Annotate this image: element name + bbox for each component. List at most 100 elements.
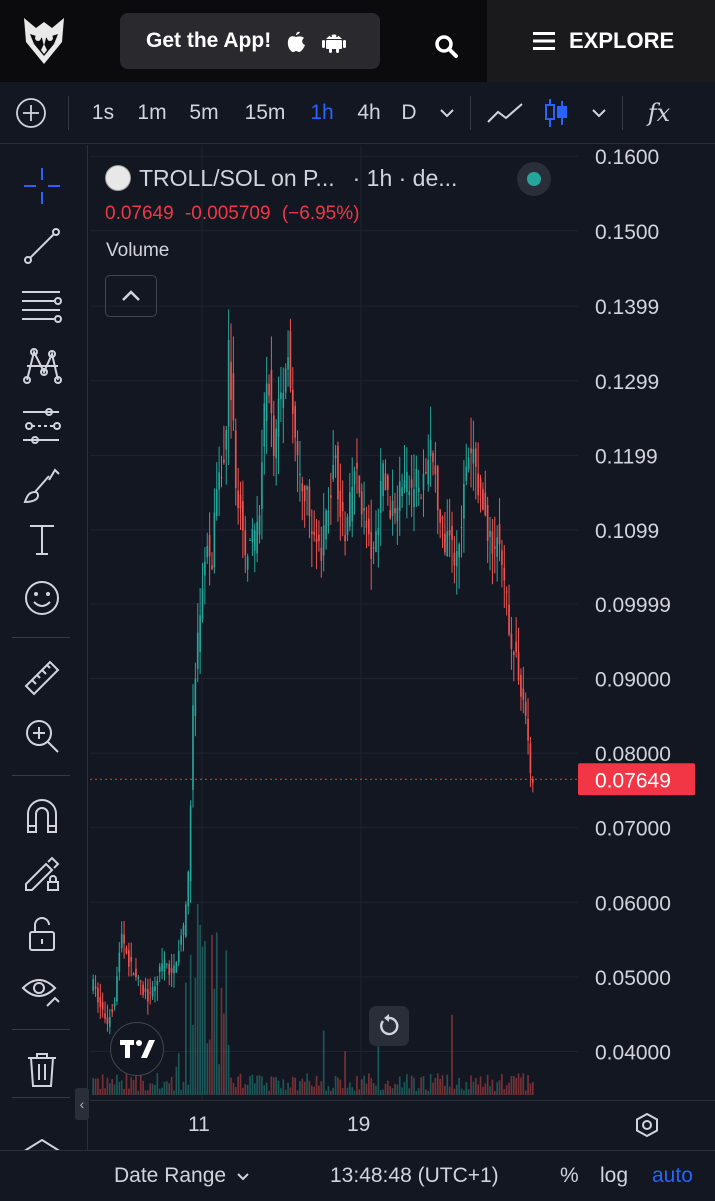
candle-body <box>458 544 460 558</box>
volume-bar <box>339 1079 342 1095</box>
y-tick-label: 0.1099 <box>595 520 659 543</box>
candle-body <box>384 473 387 491</box>
indicators-button[interactable]: fx <box>636 82 682 144</box>
prediction-tool[interactable] <box>14 401 70 451</box>
candle-body <box>365 520 368 528</box>
tradingview-logo[interactable] <box>110 1022 164 1076</box>
prediction-icon <box>23 408 61 444</box>
lock-drawing-tool[interactable] <box>14 849 70 899</box>
brush-tool[interactable] <box>14 461 70 511</box>
add-symbol-button[interactable] <box>10 82 52 144</box>
interval-1m[interactable]: 1m <box>137 101 167 124</box>
volume-bar <box>282 1079 285 1095</box>
volume-bar <box>510 1075 513 1095</box>
emoji-tool[interactable] <box>14 573 70 623</box>
volume-bar <box>453 1088 456 1095</box>
candle-body <box>318 534 320 541</box>
owl-logo-icon[interactable] <box>18 12 70 68</box>
interval-5m[interactable]: 5m <box>189 101 219 124</box>
volume-bar <box>482 1086 484 1095</box>
zoom-in-icon <box>26 720 59 753</box>
candle-body <box>287 357 289 370</box>
candle-body <box>441 516 444 520</box>
log-toggle[interactable]: log <box>600 1164 629 1187</box>
interval-1h[interactable]: 1h <box>310 101 334 124</box>
volume-bar <box>341 1088 344 1095</box>
get-app-button[interactable]: Get the App! <box>120 13 380 69</box>
volume-bar <box>261 1076 263 1095</box>
volume-bar <box>387 1080 389 1095</box>
volume-bar <box>375 1085 377 1095</box>
volume-bar <box>425 1089 427 1095</box>
fib-tool[interactable] <box>14 281 70 331</box>
volume-bar <box>213 988 216 1095</box>
ruler-icon <box>24 660 60 696</box>
candles-button[interactable] <box>536 82 576 144</box>
symbol-title-row[interactable]: TROLL/SOL on P... · 1h · de... <box>105 160 565 196</box>
market-status-indicator[interactable] <box>517 162 551 196</box>
y-tick-label: 0.05000 <box>595 967 671 990</box>
ruler-tool[interactable] <box>14 653 70 703</box>
reset-chart-button[interactable] <box>369 1006 409 1046</box>
y-tick-label: 0.04000 <box>595 1042 671 1065</box>
volume-bar <box>403 1081 406 1095</box>
candle-body <box>396 507 399 522</box>
candle-body <box>436 466 439 511</box>
zoom-tool[interactable] <box>14 711 70 761</box>
date-range-button[interactable]: Date Range <box>114 1151 250 1201</box>
candle-body <box>315 538 318 543</box>
hide-drawings-tool[interactable] <box>14 967 70 1017</box>
volume-bar <box>434 1077 437 1095</box>
volume-bar <box>441 1075 444 1095</box>
auto-toggle[interactable]: auto <box>652 1164 693 1187</box>
time-axis[interactable]: 11 19 <box>90 1100 715 1150</box>
interval-d[interactable]: D <box>401 101 417 124</box>
line-chart-button[interactable] <box>482 82 528 144</box>
percent-toggle[interactable]: % <box>560 1164 579 1187</box>
chart-type-dropdown[interactable] <box>584 82 614 144</box>
candle-body <box>344 535 346 542</box>
text-tool[interactable] <box>14 515 70 565</box>
volume-bar <box>527 1075 529 1095</box>
remove-drawings-tool[interactable] <box>14 1045 70 1095</box>
candle-body <box>175 962 178 973</box>
volume-bar <box>501 1074 503 1095</box>
volume-bar <box>439 1078 441 1095</box>
interval-dropdown[interactable] <box>432 82 462 144</box>
trend-line-tool[interactable] <box>14 221 70 271</box>
magnet-tool[interactable] <box>14 791 70 841</box>
interval-4h[interactable]: 4h <box>357 101 381 124</box>
volume-bar <box>325 1090 327 1095</box>
candle-body <box>515 641 518 653</box>
volume-bar <box>142 1080 144 1095</box>
pattern-tool[interactable] <box>14 341 70 391</box>
timezone-button[interactable]: 13:48:48 (UTC+1) <box>330 1164 499 1187</box>
candle-body <box>474 448 477 467</box>
candle-body <box>132 973 135 976</box>
volume-bar <box>503 1089 506 1095</box>
candle-body <box>368 518 370 535</box>
lock-all-tool[interactable] <box>14 909 70 959</box>
interval-1s[interactable]: 1s <box>91 101 115 124</box>
candle-body <box>360 491 363 515</box>
explore-button[interactable]: EXPLORE <box>487 0 715 82</box>
candlestick-icon <box>545 99 567 127</box>
candle-body <box>223 459 225 463</box>
get-app-label: Get the App! <box>146 29 272 52</box>
search-button[interactable] <box>425 25 467 67</box>
chevron-up-icon <box>122 290 140 301</box>
chart-settings-button[interactable] <box>633 1111 661 1144</box>
volume-bar <box>356 1075 358 1095</box>
candle-body <box>170 968 173 973</box>
price-chart[interactable]: 0.07649 0.1600 0.1500 0.1399 0.1299 0.1199 0.… <box>90 145 715 1100</box>
volume-bar <box>455 1084 458 1095</box>
collapse-legend-button[interactable] <box>105 275 157 317</box>
candle-body <box>261 462 263 509</box>
explore-label: EXPLORE <box>569 28 675 53</box>
sidebar-collapse-button[interactable]: ‹ <box>75 1088 89 1120</box>
interval-15m[interactable]: 15m <box>244 101 286 124</box>
volume-bar <box>108 1083 111 1095</box>
crosshair-tool[interactable] <box>14 161 70 211</box>
toolbar-divider <box>622 96 623 130</box>
candle-body <box>206 546 209 558</box>
